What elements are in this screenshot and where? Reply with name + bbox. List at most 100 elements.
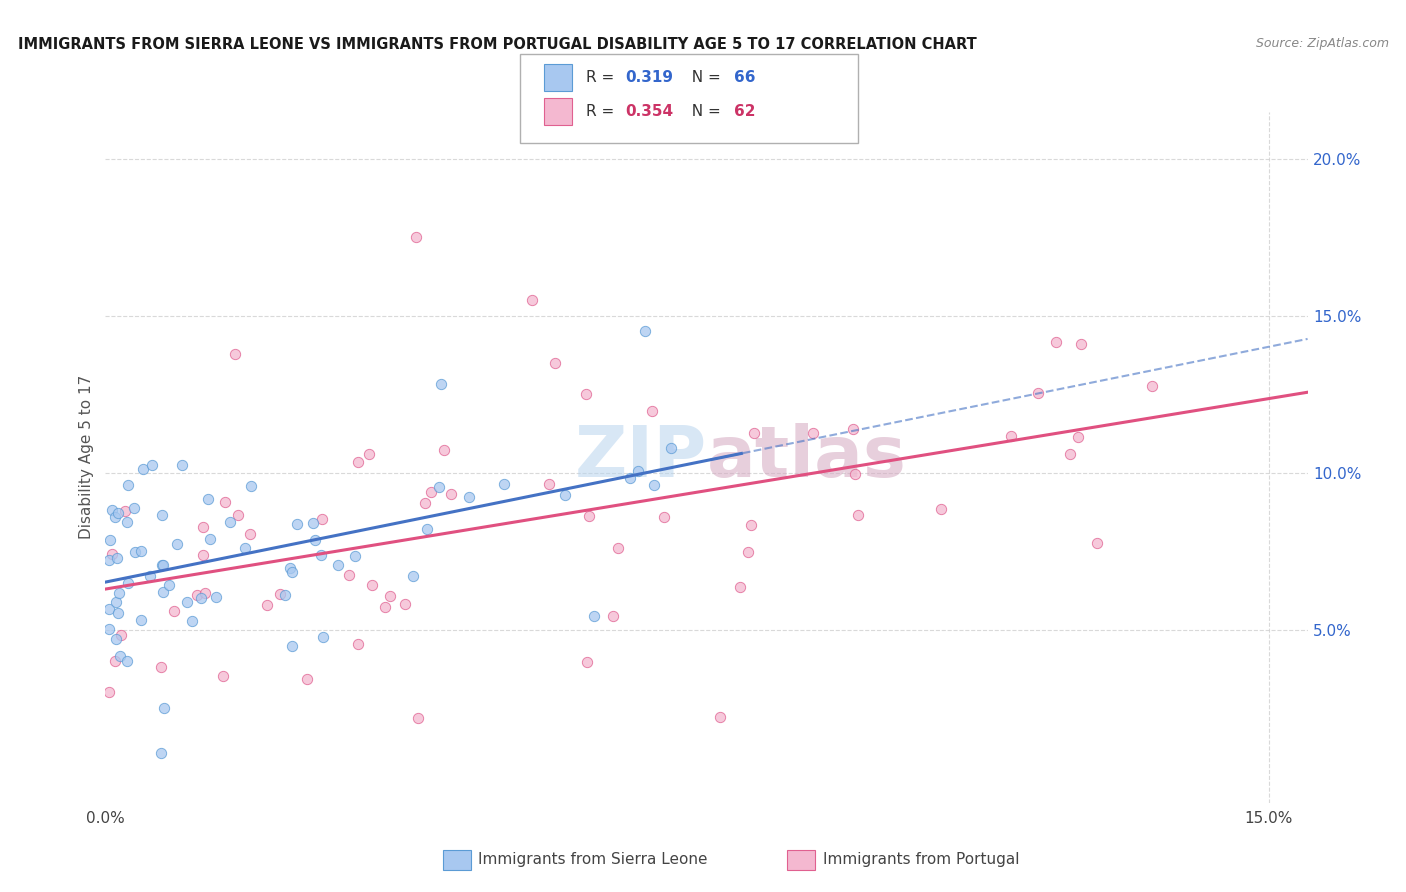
Point	[233, 541, 256, 555]
Text: 0.354: 0.354	[626, 104, 673, 119]
Point	[226, 508, 249, 523]
Point	[280, 566, 302, 580]
Point	[520, 293, 543, 307]
Point	[224, 347, 246, 361]
Point	[844, 467, 866, 481]
Point	[337, 567, 360, 582]
Point	[132, 462, 155, 476]
Point	[347, 637, 370, 651]
Point	[641, 404, 664, 418]
Point	[1070, 336, 1092, 351]
Point	[1000, 429, 1022, 443]
Point	[742, 425, 765, 440]
Point	[801, 425, 824, 440]
Text: 0.319: 0.319	[626, 70, 673, 85]
Point	[643, 478, 665, 492]
Point	[344, 549, 367, 563]
Point	[281, 639, 304, 653]
Point	[117, 477, 139, 491]
Point	[105, 550, 128, 565]
Point	[107, 607, 129, 621]
Point	[115, 654, 138, 668]
Point	[737, 545, 759, 559]
Point	[1028, 385, 1050, 400]
Point	[115, 516, 138, 530]
Point	[152, 585, 174, 599]
Text: atlas: atlas	[707, 423, 907, 491]
Point	[1067, 430, 1090, 444]
Point	[190, 591, 212, 606]
Text: Immigrants from Sierra Leone: Immigrants from Sierra Leone	[478, 853, 707, 867]
Point	[326, 558, 349, 572]
Point	[129, 613, 152, 627]
Point	[659, 441, 682, 455]
Text: R =: R =	[586, 70, 620, 85]
Point	[191, 548, 214, 562]
Point	[380, 589, 402, 603]
Point	[848, 508, 870, 522]
Point	[602, 608, 624, 623]
Point	[634, 325, 657, 339]
Point	[205, 590, 228, 604]
Point	[212, 669, 235, 683]
Point	[100, 547, 122, 561]
Point	[575, 655, 598, 669]
Point	[578, 508, 600, 523]
Point	[98, 684, 121, 698]
Point	[170, 458, 193, 473]
Point	[191, 520, 214, 534]
Point	[347, 454, 370, 468]
Point	[110, 628, 132, 642]
Point	[427, 480, 450, 494]
Point	[408, 711, 430, 725]
Point	[415, 496, 437, 510]
Point	[104, 595, 127, 609]
Point	[176, 595, 198, 609]
Point	[374, 599, 396, 614]
Point	[124, 545, 146, 559]
Point	[197, 491, 219, 506]
Point	[544, 356, 567, 370]
Text: IMMIGRANTS FROM SIERRA LEONE VS IMMIGRANTS FROM PORTUGAL DISABILITY AGE 5 TO 17 : IMMIGRANTS FROM SIERRA LEONE VS IMMIGRAN…	[18, 37, 977, 53]
Point	[728, 580, 751, 594]
Point	[842, 422, 865, 436]
Point	[122, 500, 145, 515]
Point	[150, 660, 173, 674]
Point	[1059, 447, 1081, 461]
Text: Immigrants from Portugal: Immigrants from Portugal	[823, 853, 1019, 867]
Text: N =: N =	[682, 104, 725, 119]
Point	[141, 458, 163, 473]
Point	[181, 614, 204, 628]
Point	[304, 533, 326, 548]
Point	[256, 598, 278, 612]
Point	[285, 516, 308, 531]
Point	[114, 503, 136, 517]
Point	[405, 230, 427, 244]
Point	[575, 387, 598, 401]
Point	[1045, 334, 1067, 349]
Point	[104, 509, 127, 524]
Text: 62: 62	[734, 104, 755, 119]
Point	[98, 601, 121, 615]
Text: R =: R =	[586, 104, 620, 119]
Point	[312, 630, 335, 644]
Point	[1085, 536, 1108, 550]
Point	[492, 477, 515, 491]
Point	[607, 541, 630, 555]
Point	[150, 746, 173, 760]
Point	[415, 522, 437, 536]
Point	[278, 561, 301, 575]
Point	[239, 479, 262, 493]
Point	[238, 527, 260, 541]
Point	[131, 543, 153, 558]
Point	[98, 552, 121, 566]
Point	[709, 710, 731, 724]
Point	[402, 569, 425, 583]
Point	[107, 506, 129, 520]
Point	[153, 701, 176, 715]
Point	[554, 488, 576, 502]
Text: 66: 66	[734, 70, 755, 85]
Point	[150, 508, 173, 522]
Point	[1140, 378, 1163, 392]
Point	[274, 588, 297, 602]
